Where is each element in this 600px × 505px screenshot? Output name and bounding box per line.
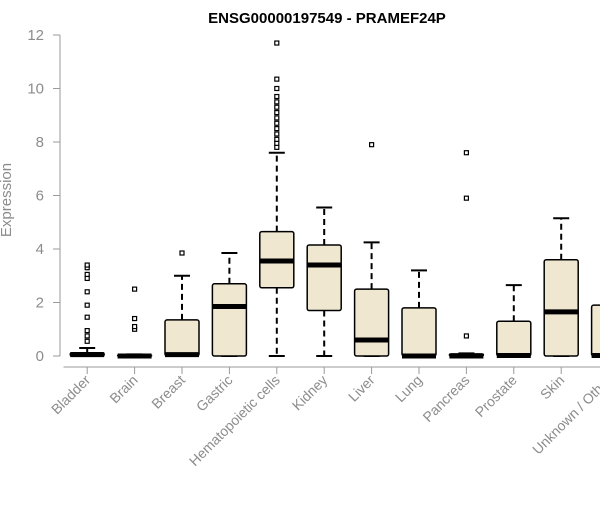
outlier-point	[274, 136, 280, 142]
x-tick-label: Liver	[345, 372, 378, 405]
outlier-point	[84, 302, 90, 308]
box-skin	[543, 217, 579, 357]
box-brain	[116, 286, 153, 359]
x-tick-label: Kidney	[289, 372, 331, 414]
outlier-point	[463, 150, 469, 156]
y-tick-label: 0	[36, 348, 44, 365]
outlier-point	[463, 333, 469, 339]
y-tick-label: 12	[27, 27, 44, 44]
x-tick-label: Pancreas	[419, 372, 472, 425]
box-iqr	[590, 304, 600, 357]
outlier-point	[274, 40, 280, 46]
outlier-point	[84, 275, 90, 282]
y-tick-label: 8	[36, 134, 44, 151]
y-tick-label: 10	[27, 81, 44, 98]
y-tick-label: 2	[36, 295, 44, 312]
outlier-point	[463, 195, 469, 201]
outlier-point	[274, 120, 280, 126]
y-axis-label: Expression	[0, 163, 15, 237]
outlier-point	[84, 338, 90, 344]
chart-title: ENSG00000197549 - PRAMEF24P	[208, 10, 446, 27]
x-tick-label: Gastric	[193, 372, 236, 415]
x-tick-label: Breast	[148, 372, 188, 412]
outlier-point	[274, 76, 280, 82]
outlier-point	[132, 286, 138, 292]
box-pancreas	[448, 150, 485, 359]
y-tick-label: 4	[36, 241, 44, 258]
box-hematopoietic-cells	[259, 40, 295, 357]
outlier-point	[274, 140, 280, 146]
x-tick-label: Bladder	[48, 372, 94, 418]
box-prostate	[496, 284, 532, 358]
x-tick-label: Hematopoietic cells	[186, 372, 283, 469]
x-tick-label: Brain	[106, 372, 140, 406]
box-bladder	[69, 262, 105, 358]
outlier-point	[84, 289, 90, 295]
outlier-point	[274, 131, 280, 137]
outlier-point	[274, 144, 280, 150]
outlier-point	[274, 104, 280, 110]
outlier-point	[274, 115, 280, 121]
outlier-point	[84, 314, 90, 320]
outlier-point	[84, 327, 90, 334]
outlier-point	[179, 250, 185, 256]
outlier-point	[274, 109, 280, 116]
box-unknown-other	[590, 304, 600, 358]
box-iqr	[496, 320, 532, 357]
x-tick-label: Skin	[537, 372, 568, 403]
y-tick-label: 6	[36, 188, 44, 205]
box-breast	[164, 250, 200, 358]
outlier-point	[84, 333, 90, 339]
box-iqr	[306, 244, 342, 312]
outlier-point	[274, 93, 280, 100]
x-tick-label: Prostate	[472, 372, 520, 420]
box-lung	[401, 269, 437, 359]
boxes	[69, 40, 600, 359]
box-kidney	[306, 206, 342, 357]
x-tick-label: Lung	[392, 372, 425, 405]
outlier-point	[84, 262, 90, 268]
box-iqr	[401, 307, 437, 357]
outlier-point	[369, 142, 375, 148]
outlier-point	[84, 271, 90, 278]
outlier-point	[274, 85, 280, 92]
box-iqr	[543, 258, 579, 357]
outlier-point	[274, 99, 280, 105]
box-iqr	[211, 283, 248, 357]
outlier-point	[132, 315, 138, 322]
outlier-point	[132, 323, 138, 330]
box-iqr	[164, 319, 200, 357]
box-gastric	[211, 252, 248, 357]
box-liver	[353, 142, 390, 357]
box-iqr	[353, 288, 390, 357]
outlier-point	[274, 126, 280, 132]
